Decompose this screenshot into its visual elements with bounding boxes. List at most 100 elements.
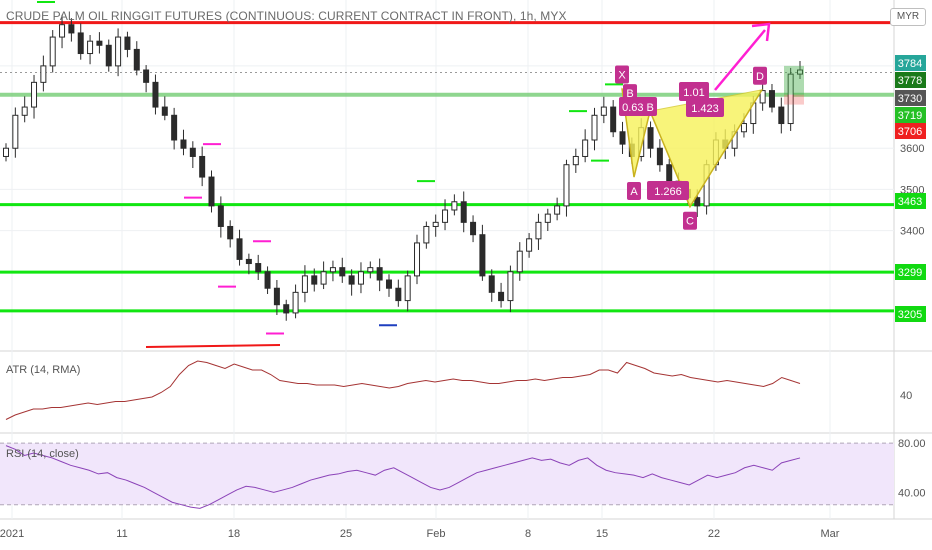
rsi-title[interactable]: RSI (14, close) — [6, 448, 79, 460]
x-tick-label: 15 — [596, 528, 608, 540]
candle-body — [236, 238, 243, 260]
candle-body — [357, 271, 364, 285]
axis-ticks: 2021111825Feb81522Mar3400350036003800 — [0, 61, 924, 540]
candle — [778, 97, 785, 134]
candle — [320, 261, 327, 290]
candle — [395, 279, 402, 307]
atr-line — [5, 360, 801, 420]
price-label-text: 3778 — [898, 75, 922, 87]
candle-body — [694, 197, 701, 207]
candle — [12, 107, 19, 158]
currency-badge[interactable]: MYR — [890, 8, 926, 26]
ratio-text: 0.63 B — [622, 102, 654, 114]
price-axis[interactable]: 3784 3778 3730 3719 3706 3463 3299 3205 — [895, 55, 926, 322]
pattern-point-X: X — [615, 65, 629, 84]
candle — [385, 274, 392, 297]
price-label-text: 3299 — [898, 267, 922, 279]
candle — [124, 31, 131, 58]
candle-body — [115, 36, 122, 67]
symbol-title[interactable]: CRUDE PALM OIL RINGGIT FUTURES (CONTINUO… — [6, 9, 567, 23]
candle — [31, 74, 38, 119]
candle-body — [582, 139, 589, 157]
position-profit-box — [784, 65, 804, 95]
candle — [451, 194, 458, 216]
x-tick-label: 22 — [708, 528, 720, 540]
candle-body — [208, 176, 215, 207]
price-label-text: 3730 — [898, 93, 922, 105]
candle-body — [171, 114, 178, 141]
candle-body — [797, 69, 803, 75]
atr-tick-label: 40 — [900, 390, 912, 402]
candle-body — [367, 267, 374, 273]
candle-body — [516, 250, 523, 273]
pattern-point-D: D — [753, 66, 767, 85]
candle-body — [189, 147, 196, 157]
candle-body — [442, 209, 449, 223]
y-tick-label: 3400 — [900, 226, 924, 238]
price-label: 3205 — [895, 306, 926, 322]
rsi-band — [0, 443, 894, 505]
candle-body — [124, 36, 131, 50]
candle-body — [3, 147, 9, 157]
candle — [367, 261, 374, 279]
candle — [563, 159, 570, 217]
price-label-text: 3706 — [898, 126, 922, 138]
candle-body — [376, 267, 383, 281]
price-label: 3778 — [895, 72, 926, 88]
candle — [161, 96, 168, 121]
candle — [87, 35, 94, 65]
candle — [498, 282, 505, 308]
candle — [217, 196, 224, 238]
candle-body — [610, 106, 617, 133]
candle-body — [404, 275, 411, 302]
candle-body — [479, 234, 486, 277]
candle — [199, 146, 206, 187]
price-label-text: 3784 — [898, 58, 922, 70]
candle-body — [68, 24, 75, 34]
candle-body — [563, 164, 570, 207]
candle — [348, 269, 355, 296]
candle — [292, 284, 299, 319]
price-label-text: 3463 — [898, 196, 922, 208]
candle — [647, 121, 654, 158]
point-label: X — [618, 70, 626, 82]
candle — [787, 67, 794, 131]
candle-body — [488, 275, 495, 293]
point-label: D — [756, 71, 764, 83]
horizontal-levels[interactable] — [0, 21, 894, 313]
candle — [376, 258, 383, 292]
point-badge — [627, 182, 641, 201]
candle-body — [460, 201, 467, 223]
ratio-badge: 1.266 — [647, 181, 689, 200]
candle-body — [87, 40, 94, 55]
candle — [759, 80, 766, 111]
price-label-bg — [895, 123, 926, 139]
candle-body — [320, 271, 327, 285]
ratio-badge: 1.01 — [679, 82, 709, 101]
candle-body — [96, 40, 103, 46]
candle-body — [301, 275, 308, 293]
candle — [49, 30, 56, 73]
candle — [479, 224, 486, 281]
candle-body — [507, 271, 514, 302]
atr-title[interactable]: ATR (14, RMA) — [6, 364, 81, 376]
candle-body — [227, 225, 234, 240]
price-label-bg — [895, 264, 926, 280]
candle — [3, 143, 9, 162]
candle — [554, 197, 561, 221]
candle-body — [161, 106, 168, 116]
candle-body — [432, 221, 439, 227]
candle — [516, 242, 523, 281]
candle — [544, 208, 551, 231]
x-tick-label: Mar — [821, 528, 840, 540]
candle — [600, 96, 607, 124]
candle — [133, 41, 140, 76]
harmonic-pattern[interactable]: X A B C D 0.63 B 1.266 1.01 1.423 — [615, 65, 767, 230]
price-label: 3784 — [895, 55, 926, 71]
chart-annotations[interactable] — [37, 1, 804, 348]
candle — [311, 268, 318, 292]
price-label-bg — [895, 306, 926, 322]
candle — [610, 100, 617, 138]
candle — [180, 129, 187, 156]
